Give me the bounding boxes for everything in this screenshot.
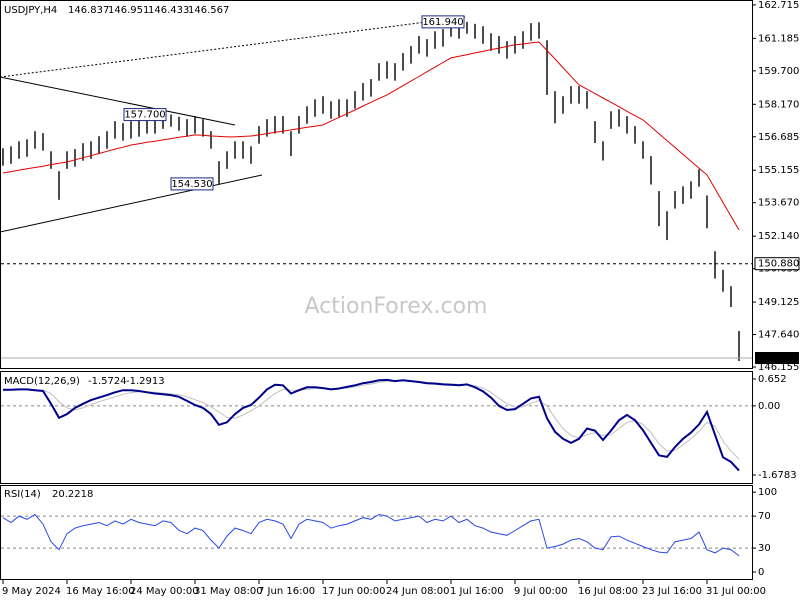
y-tick-label: -1.6783 [758,470,797,481]
signal-value: -1.2913 [126,376,165,387]
macd-title: MACD(12,26,9) [4,376,80,387]
y-tick-label: 156.685 [758,132,799,143]
rsi-value: 20.2218 [52,489,93,500]
x-tick-label: 23 Jul 16:00 [642,586,702,597]
indicator-line [3,378,740,472]
indicator-line [2,513,740,557]
high: 146.951 [108,5,149,16]
macd-panel [0,371,753,484]
current-price: 146.567 [758,353,799,364]
symbol: USDJPY,H4 [4,5,57,16]
x-tick-label: 16 May 16:00 [66,586,135,597]
trend-line [0,174,263,233]
y-tick-label: 0 [758,567,764,578]
y-tick-label: 30 [758,543,771,554]
level-label-box [754,257,800,271]
price-panel [0,0,753,369]
x-tick-label: 1 Jul 16:00 [450,586,504,597]
y-tick-label: 159.700 [758,66,799,77]
price-header: USDJPY,H4 146.837 146.951 146.433 146.56… [4,5,229,16]
trend-line [0,76,236,126]
x-tick-label: 16 Jul 08:00 [578,586,638,597]
level-label: 150.880 [758,259,799,270]
rsi-title: RSI(14) [4,489,41,500]
x-tick-label: 24 Jun 08:00 [386,586,450,597]
y-tick-label: 155.155 [758,165,799,176]
y-tick-label: 161.185 [758,33,799,44]
current-price-box [755,352,799,365]
x-tick-label: 31 May 08:00 [194,586,263,597]
annotation: 154.530 [171,179,212,190]
y-tick-label: 147.640 [758,330,799,341]
x-tick-label: 24 May 00:00 [130,586,199,597]
annotation-box [123,108,167,122]
x-tick-label: 9 Jul 00:00 [514,586,568,597]
y-tick-label: 70 [758,511,771,522]
y-tick-label: 149.125 [758,297,799,308]
watermark: ActionForex.com [305,294,488,319]
indicator-line [3,380,740,460]
close: 146.567 [188,5,229,16]
annotation-box [170,177,214,191]
x-tick-label: 17 Jun 00:00 [322,586,386,597]
y-tick-label: 0.00 [758,401,780,412]
y-tick-label: 162.715 [758,0,799,11]
y-tick-label: 152.140 [758,231,799,242]
x-tick-label: 7 Jun 16:00 [258,586,315,597]
rsi-panel [0,485,753,580]
x-tick-label: 31 Jul 00:00 [706,586,766,597]
annotation-box [421,15,465,29]
macd-header: MACD(12,26,9) -1.5724 -1.2913 [4,376,165,387]
annotation: 161.940 [422,17,463,28]
y-tick-label: 146.155 [758,362,799,373]
macd-value: -1.5724 [88,376,127,387]
y-tick-label: 158.170 [758,99,799,110]
y-tick-label: 100 [758,487,777,498]
annotation: 157.700 [124,110,165,121]
open: 146.837 [68,5,109,16]
rsi-header: RSI(14) 20.2218 [4,489,93,500]
low: 146.433 [148,5,189,16]
y-tick-label: 0.652 [758,374,787,385]
y-tick-label: 153.670 [758,198,799,209]
x-tick-label: 9 May 2024 [2,586,61,597]
moving-average [2,41,740,231]
